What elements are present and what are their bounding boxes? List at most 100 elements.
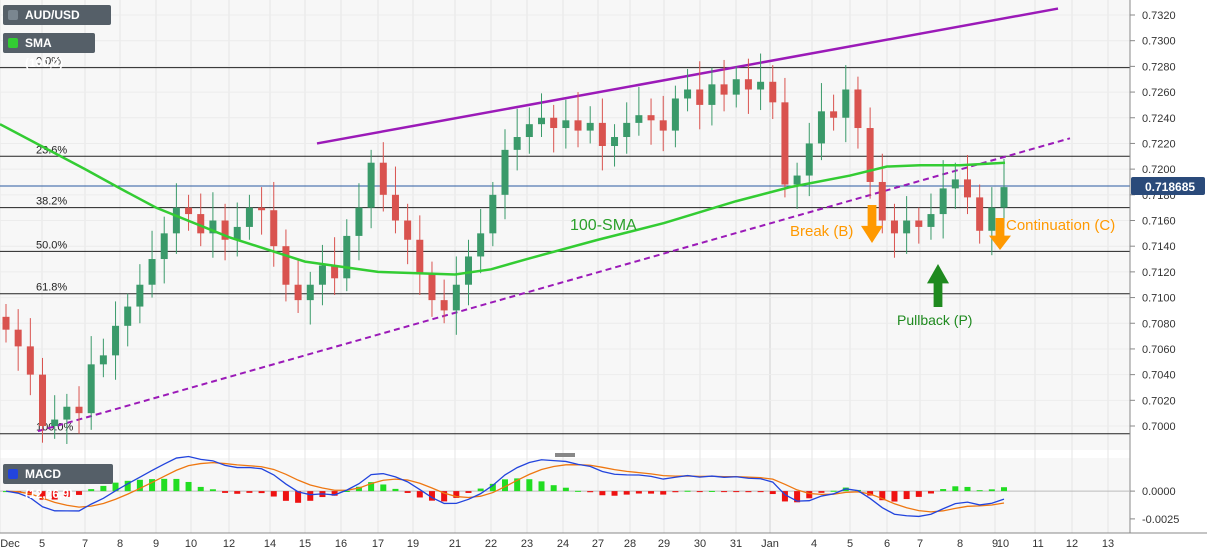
macd-histogram-bar <box>258 491 265 494</box>
symbol-badge[interactable]: AUD/USD <box>3 5 111 25</box>
candle-body <box>951 179 959 189</box>
time-tick-label: 7 <box>917 538 923 550</box>
candle-body <box>391 194 399 221</box>
macd-histogram-bar <box>477 488 484 492</box>
price-tick-label: 0.7220 <box>1142 138 1176 150</box>
price-tick-label: 0.7020 <box>1142 395 1176 407</box>
macd-histogram-bar <box>745 491 752 493</box>
macd-histogram-bar <box>76 491 83 495</box>
macd-histogram-bar <box>441 491 448 502</box>
time-tick-label: 15 <box>299 538 311 550</box>
time-tick-label: 6 <box>884 538 890 550</box>
candle-body <box>793 175 801 185</box>
time-tick-label: 9 <box>992 538 998 550</box>
time-tick-label: 19 <box>407 538 419 550</box>
candle-body <box>160 233 168 260</box>
time-tick-label: 16 <box>335 538 347 550</box>
candle-body <box>976 197 984 231</box>
sma-label: SMA (100,0) <box>25 36 64 70</box>
price-axis: 0.7320 0.7300 0.7280 0.7260 0.7240 0.7220 0.72… <box>1129 0 1205 533</box>
macd-histogram-bar <box>222 491 229 493</box>
candle-body <box>26 346 34 375</box>
candle-body <box>270 210 278 247</box>
price-tick-label: 0.7080 <box>1142 318 1176 330</box>
time-tick-label: 22 <box>485 538 497 550</box>
macd-histogram-bar <box>465 491 472 493</box>
time-tick-label: 10 <box>997 538 1009 550</box>
candle-body <box>805 143 813 176</box>
macd-histogram-bar <box>209 489 216 492</box>
candle-body <box>99 355 107 365</box>
macd-label: MACD (12,26,9) <box>25 467 74 501</box>
price-tick-label: 0.7300 <box>1142 36 1176 48</box>
candle-body <box>915 220 923 227</box>
candle-body <box>489 194 497 234</box>
candle-body <box>209 220 217 234</box>
candle-body <box>245 207 253 227</box>
candle-body <box>185 207 193 215</box>
macd-histogram-bar <box>355 486 362 492</box>
macd-signal-line <box>5 462 1005 513</box>
candle-body <box>842 89 850 118</box>
candle-body <box>112 325 120 356</box>
macd-histogram-bar <box>88 489 95 492</box>
macd-histogram-bar <box>550 485 557 492</box>
macd-badge[interactable]: MACD (12,26,9) <box>3 464 113 501</box>
macd-histogram-bar <box>149 479 156 492</box>
macd-histogram-bar <box>197 486 204 492</box>
time-tick-label: Dec <box>0 538 20 550</box>
candle-body <box>39 374 47 426</box>
fib-label: 38.2% <box>36 196 67 208</box>
macd-histogram-bar <box>964 486 971 492</box>
macd-swatch <box>8 469 18 479</box>
macd-histogram-bar <box>952 486 959 492</box>
macd-histogram-bar <box>368 482 375 492</box>
candle-body <box>757 81 765 90</box>
macd-histogram-bar <box>404 491 411 493</box>
price-tick-label: 0.7100 <box>1142 293 1176 305</box>
candle-body <box>464 256 472 285</box>
candle-body <box>428 274 436 301</box>
candle-body <box>939 188 947 215</box>
candle-body <box>477 233 485 257</box>
macd-histogram-bar <box>295 491 302 503</box>
macd-histogram-bar <box>940 489 947 492</box>
macd-histogram-bar <box>416 491 423 498</box>
macd-histogram-bar <box>891 491 898 502</box>
price-tick-label: 0.7260 <box>1142 87 1176 99</box>
macd-histogram-bar <box>575 490 582 492</box>
time-tick-label: 31 <box>730 538 742 550</box>
macd-histogram-bar <box>587 491 594 493</box>
price-tick-label: 0.7160 <box>1142 216 1176 228</box>
candle-body <box>769 81 777 103</box>
candle-body <box>416 239 424 275</box>
candle-body <box>282 246 290 285</box>
time-tick-label: 24 <box>557 538 569 550</box>
macd-histogram-bar <box>39 491 46 500</box>
candle-body <box>574 120 582 131</box>
time-tick-label: 27 <box>592 538 604 550</box>
macd-histogram-bar <box>100 485 107 492</box>
sma-badge[interactable]: SMA (100,0) <box>3 33 95 70</box>
price-tick-label: 0.7040 <box>1142 370 1176 382</box>
macd-histogram-bar <box>331 491 338 496</box>
candle-body <box>696 89 704 105</box>
macd-histogram-bar <box>514 478 521 492</box>
macd-histogram-bar <box>1001 487 1007 492</box>
macd-histogram-bar <box>173 478 180 492</box>
candle-body <box>586 122 594 131</box>
candle-body <box>903 220 911 234</box>
break-arrow-icon <box>861 205 883 243</box>
annotations: Break (B) Continuation (C) Pullback (P) <box>790 205 1115 328</box>
fib-label: 0.0% <box>36 56 61 68</box>
time-tick-label: 12 <box>1066 538 1078 550</box>
macd-histogram-bar <box>867 491 874 496</box>
macd-histogram-bar <box>562 487 569 492</box>
candle-body <box>294 284 302 301</box>
last-price-tag <box>1131 177 1205 196</box>
time-tick-label: 29 <box>658 538 670 550</box>
symbol-swatch <box>8 10 18 20</box>
candle-body <box>732 79 740 95</box>
candle-body <box>379 162 387 195</box>
